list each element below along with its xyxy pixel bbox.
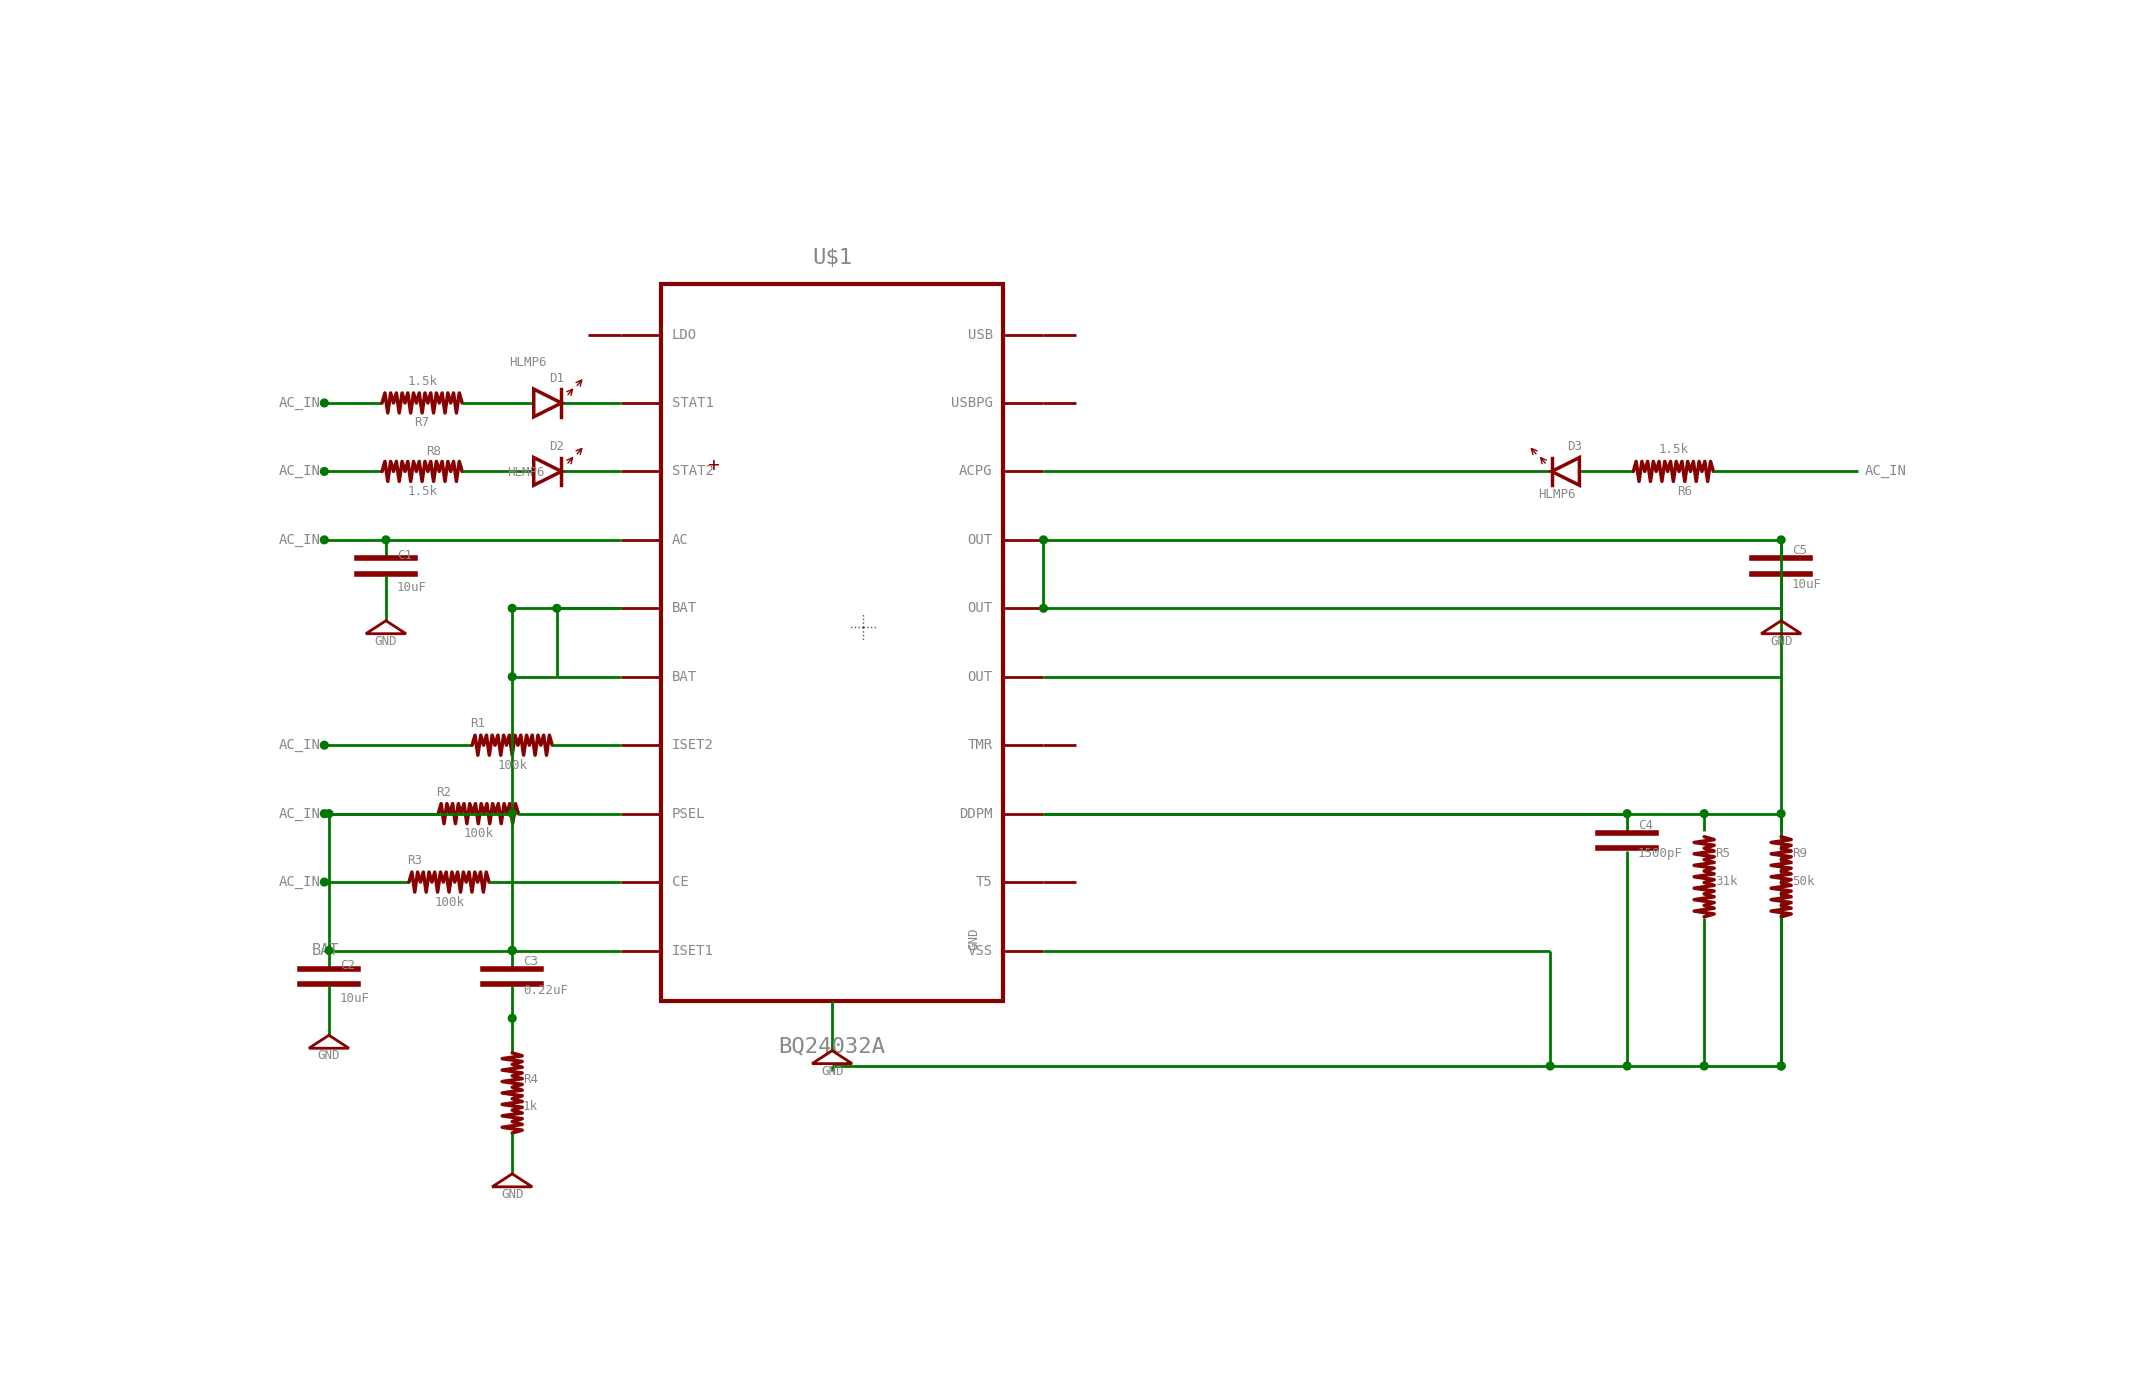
Circle shape bbox=[1777, 1062, 1785, 1071]
Text: 31k: 31k bbox=[1715, 875, 1738, 888]
Text: C2: C2 bbox=[339, 959, 354, 973]
Circle shape bbox=[320, 810, 328, 817]
Text: PSEL: PSEL bbox=[672, 806, 706, 820]
Circle shape bbox=[508, 947, 516, 955]
Text: D1: D1 bbox=[548, 372, 563, 385]
Text: AC_IN: AC_IN bbox=[279, 465, 320, 479]
Text: USB: USB bbox=[968, 327, 992, 341]
Text: AC_IN: AC_IN bbox=[1864, 465, 1907, 479]
Text: R2: R2 bbox=[435, 786, 450, 798]
Circle shape bbox=[1777, 537, 1785, 544]
Text: 10uF: 10uF bbox=[397, 581, 427, 594]
Text: 1.5k: 1.5k bbox=[407, 374, 437, 388]
Text: AC_IN: AC_IN bbox=[279, 396, 320, 410]
Text: STAT2: STAT2 bbox=[672, 465, 712, 479]
Circle shape bbox=[382, 537, 390, 544]
Text: 1500pF: 1500pF bbox=[1638, 848, 1683, 860]
Text: R8: R8 bbox=[427, 444, 442, 458]
Text: ACPG: ACPG bbox=[960, 465, 992, 479]
Text: ISET1: ISET1 bbox=[672, 944, 712, 958]
Text: HLMP6: HLMP6 bbox=[1538, 488, 1576, 501]
Circle shape bbox=[508, 947, 516, 955]
Circle shape bbox=[1777, 810, 1785, 817]
Text: R7: R7 bbox=[414, 417, 429, 429]
Text: +: + bbox=[706, 455, 719, 475]
Text: STAT1: STAT1 bbox=[672, 396, 712, 410]
Circle shape bbox=[508, 604, 516, 612]
Circle shape bbox=[1039, 537, 1047, 544]
Text: OUT: OUT bbox=[968, 601, 992, 615]
Bar bbox=[661, 285, 1003, 1000]
Text: AC: AC bbox=[672, 533, 689, 546]
Text: D2: D2 bbox=[548, 440, 563, 453]
Circle shape bbox=[320, 399, 328, 407]
Circle shape bbox=[508, 810, 516, 817]
Circle shape bbox=[1039, 604, 1047, 612]
Circle shape bbox=[1700, 810, 1709, 817]
Text: R1: R1 bbox=[469, 717, 484, 731]
Text: GND: GND bbox=[1770, 634, 1792, 648]
Text: CE: CE bbox=[672, 875, 689, 889]
Text: GND: GND bbox=[821, 1065, 843, 1077]
Text: GND: GND bbox=[318, 1049, 339, 1062]
Text: GND: GND bbox=[968, 927, 981, 951]
Text: USBPG: USBPG bbox=[951, 396, 992, 410]
Text: AC_IN: AC_IN bbox=[279, 875, 320, 889]
Text: LDO: LDO bbox=[672, 327, 697, 341]
Text: 100k: 100k bbox=[463, 827, 493, 841]
Text: HLMP6: HLMP6 bbox=[508, 466, 546, 479]
Text: AC_IN: AC_IN bbox=[279, 806, 320, 820]
Text: C1: C1 bbox=[397, 549, 412, 561]
Circle shape bbox=[508, 1014, 516, 1022]
Text: D3: D3 bbox=[1568, 440, 1583, 453]
Text: BQ24032A: BQ24032A bbox=[779, 1036, 885, 1057]
Text: 1.5k: 1.5k bbox=[1657, 443, 1689, 457]
Text: TMR: TMR bbox=[968, 738, 992, 753]
Text: GND: GND bbox=[501, 1187, 523, 1201]
Text: OUT: OUT bbox=[968, 533, 992, 546]
Text: BAT: BAT bbox=[311, 943, 339, 958]
Text: 1k: 1k bbox=[523, 1101, 538, 1113]
Circle shape bbox=[320, 537, 328, 544]
Text: C5: C5 bbox=[1792, 544, 1807, 557]
Circle shape bbox=[552, 604, 561, 612]
Circle shape bbox=[320, 742, 328, 749]
Circle shape bbox=[1623, 810, 1632, 817]
Text: R4: R4 bbox=[523, 1073, 538, 1086]
Text: ISET2: ISET2 bbox=[672, 738, 712, 753]
Text: R5: R5 bbox=[1715, 848, 1730, 860]
Circle shape bbox=[1700, 1062, 1709, 1071]
Text: BAT: BAT bbox=[672, 601, 697, 615]
Text: R3: R3 bbox=[407, 854, 422, 867]
Circle shape bbox=[1777, 1062, 1785, 1071]
Text: T5: T5 bbox=[977, 875, 992, 889]
Text: C3: C3 bbox=[523, 955, 538, 967]
Text: AC_IN: AC_IN bbox=[279, 533, 320, 546]
Text: 0.22uF: 0.22uF bbox=[523, 984, 567, 998]
Text: C4: C4 bbox=[1638, 819, 1653, 831]
Text: 100k: 100k bbox=[497, 758, 527, 772]
Circle shape bbox=[1546, 1062, 1555, 1071]
Circle shape bbox=[1623, 1062, 1632, 1071]
Text: R9: R9 bbox=[1792, 848, 1807, 860]
Text: BAT: BAT bbox=[672, 670, 697, 684]
Circle shape bbox=[324, 810, 333, 817]
Text: 100k: 100k bbox=[433, 896, 465, 908]
Text: GND: GND bbox=[375, 634, 397, 648]
Text: 50k: 50k bbox=[1792, 875, 1815, 888]
Text: 10uF: 10uF bbox=[1792, 578, 1822, 592]
Text: R6: R6 bbox=[1677, 484, 1691, 498]
Text: HLMP6: HLMP6 bbox=[510, 356, 546, 369]
Text: VSS: VSS bbox=[968, 944, 992, 958]
Circle shape bbox=[324, 947, 333, 955]
Text: 1.5k: 1.5k bbox=[407, 484, 437, 498]
Text: OUT: OUT bbox=[968, 670, 992, 684]
Text: AC_IN: AC_IN bbox=[279, 738, 320, 753]
Text: 10uF: 10uF bbox=[339, 992, 369, 1004]
Circle shape bbox=[320, 468, 328, 475]
Circle shape bbox=[320, 878, 328, 886]
Circle shape bbox=[508, 673, 516, 681]
Text: DDPM: DDPM bbox=[960, 806, 992, 820]
Text: U$1: U$1 bbox=[813, 248, 853, 267]
